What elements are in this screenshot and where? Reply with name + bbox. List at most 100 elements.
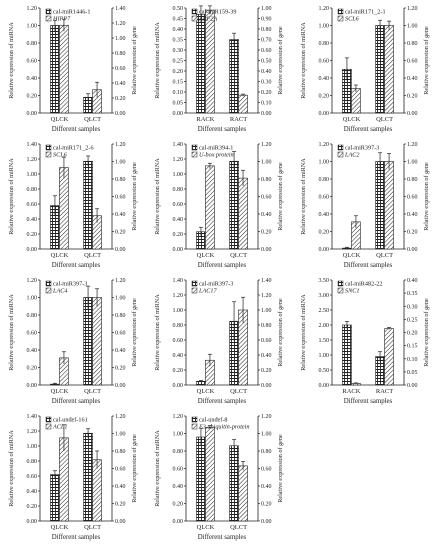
left-tick-label: 0.60 [27,202,38,208]
right-tick-label: 1.20 [261,414,272,420]
left-tick-label: 0.80 [173,323,184,329]
right-tick-label: 0.80 [261,323,272,329]
right-tick-label: 1.20 [115,142,126,148]
right-tick-label: 0.00 [261,383,272,389]
category-label: QLCK [51,252,69,259]
right-tick-label: 0.40 [261,212,272,218]
left-tick-label: 0.40 [27,217,38,223]
y-axis-label-right: Relative expression of gene [423,26,430,95]
left-tick-label: 1.20 [173,157,184,163]
legend-swatch [338,152,343,157]
right-tick-label: 0.80 [261,449,272,455]
left-tick-label: 0.30 [173,48,184,54]
right-tick-label: 0.05 [407,370,418,376]
left-tick-label: 0.80 [27,313,38,319]
left-tick-label: 0.60 [319,195,330,201]
left-tick-label: 0.20 [27,232,38,238]
legend-swatch [46,424,51,429]
bar [385,329,394,385]
right-tick-label: 0.60 [261,338,272,344]
y-axis-label-left: Relative expression of miRNA [8,158,15,235]
right-tick-label: 0.40 [115,348,126,354]
right-tick-label: 0.00 [407,383,418,389]
x-axis-label: Different samples [198,262,247,269]
left-tick-label: 0.40 [173,217,184,223]
right-tick-label: 1.00 [261,160,272,166]
left-tick-label: 0.40 [319,76,330,82]
right-tick-label: 0.00 [115,111,126,117]
left-tick-label: 0.00 [173,519,184,525]
left-tick-label: 1.00 [319,353,330,359]
legend-label: cal-undef-8 [199,417,228,424]
left-tick-label: 0.45 [173,17,184,23]
left-tick-label: 1.40 [27,414,38,420]
left-tick-label: 0.80 [319,41,330,47]
left-tick-label: 0.20 [319,230,330,236]
left-tick-label: 0.60 [173,338,184,344]
right-tick-label: 0.20 [261,368,272,374]
right-tick-label: 0.30 [261,80,272,86]
right-tick-label: 0.00 [115,519,126,525]
legend-label: cal-miR171_2-6 [53,145,94,152]
right-tick-label: 0.20 [115,230,126,236]
x-axis-label: Different samples [52,398,101,405]
bar [376,162,385,250]
y-axis-label-left: Relative expression of miRNA [300,158,307,235]
left-tick-label: 2.00 [319,323,330,329]
category-label: QLCT [84,252,101,259]
chart-panel-9: 0.00 0.50 1.00 1.50 2.00 2.50 3.00 3.50 0.00 0.05… [300,278,430,405]
legend-label: SCL6 [53,152,68,159]
right-tick-label: 0.00 [407,247,418,253]
right-tick-label: 0.00 [115,383,126,389]
chart-panel-3: 0.00 0.20 0.40 0.60 0.80 1.00 1.20 0.00 0.20 0.40… [300,6,430,133]
left-tick-label: 0.60 [173,467,184,473]
left-tick-label: 0.00 [319,247,330,253]
y-axis-label-left: Relative expression of miRNA [154,294,161,371]
left-tick-label: 0.20 [27,94,38,100]
left-tick-label: 0.20 [173,502,184,508]
bar [351,89,360,114]
right-tick-label: 0.20 [407,331,418,337]
category-label: QLCK [51,524,69,531]
right-tick-label: 0.60 [261,467,272,473]
y-axis-label-right: Relative expression of gene [277,298,284,367]
right-tick-label: 0.70 [261,38,272,44]
left-tick-label: 1.00 [27,296,38,302]
right-tick-label: 0.00 [407,111,418,117]
bar [376,26,385,114]
y-axis-label-left: Relative expression of miRNA [8,294,15,371]
x-axis-label: Different samples [52,262,101,269]
bar [205,10,214,113]
right-tick-label: 0.80 [115,177,126,183]
right-tick-label: 1.20 [115,414,126,420]
left-tick-label: 0.00 [27,111,38,117]
category-label: RACT [230,116,247,123]
left-tick-label: 0.00 [27,519,38,525]
x-axis-label: Different samples [344,126,393,133]
right-tick-label: 1.00 [261,6,272,12]
right-tick-label: 0.10 [261,101,272,107]
right-tick-label: 1.00 [261,308,272,314]
right-tick-label: 0.60 [115,467,126,473]
left-tick-label: 2.50 [319,308,330,314]
right-tick-label: 1.20 [115,21,126,27]
bar [84,433,93,521]
legend-swatch [46,145,51,150]
category-label: QLCK [343,252,361,259]
right-tick-label: 0.60 [115,195,126,201]
right-tick-label: 0.20 [261,90,272,96]
right-tick-label: 0.20 [115,502,126,508]
legend-swatch [192,152,197,157]
x-axis-label: Different samples [198,534,247,541]
right-tick-label: 0.60 [407,59,418,65]
category-label: QLCK [51,388,69,395]
left-tick-label: 0.20 [173,368,184,374]
bar [50,26,59,114]
right-tick-label: 0.40 [261,353,272,359]
left-tick-label: 1.20 [27,429,38,435]
right-tick-label: 0.00 [261,111,272,117]
bar [196,437,205,521]
category-label: QLCK [197,252,215,259]
right-tick-label: 1.40 [115,6,126,12]
category-label: QLCT [84,524,101,531]
